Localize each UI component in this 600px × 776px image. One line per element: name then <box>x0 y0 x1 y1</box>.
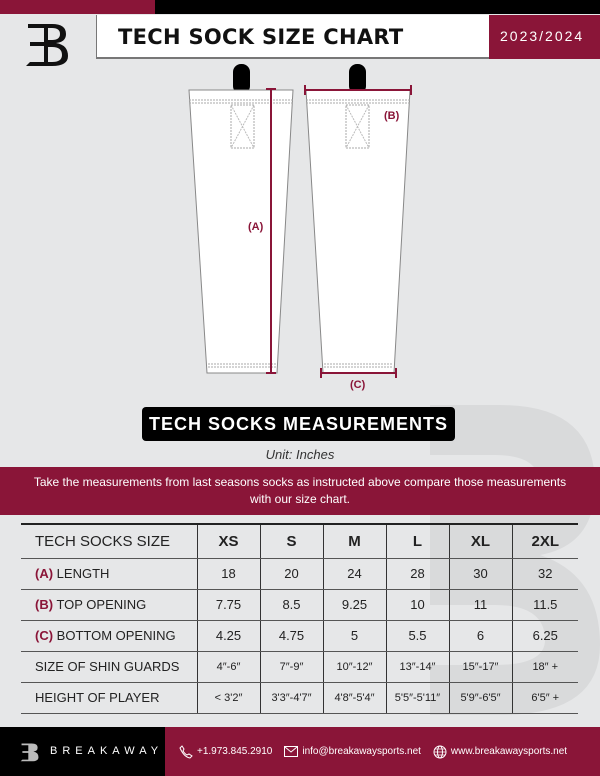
label-c: (C) <box>350 379 366 391</box>
value-cell: 3'3″-4'7″ <box>259 682 323 714</box>
header-cell: M <box>322 523 386 559</box>
value-cell: 4.75 <box>259 620 323 652</box>
value-cell: 24 <box>322 558 386 590</box>
value-cell: 4″-6″ <box>196 651 260 683</box>
measure-tag: (A) <box>35 566 54 581</box>
footer-phone[interactable]: +1.973.845.2910 <box>197 746 273 757</box>
header-cell: 2XL <box>511 523 578 559</box>
value-cell: 4.25 <box>196 620 260 652</box>
table-row: (B) TOP OPENING 7.75 8.5 9.25 10 11 11.5 <box>21 589 578 621</box>
label-a: (A) <box>248 221 264 233</box>
season-label: 2023/2024 <box>489 15 600 59</box>
row-label: BOTTOM OPENING <box>56 628 176 643</box>
row-label: SIZE OF SHIN GUARDS <box>35 659 180 674</box>
footer-email[interactable]: info@breakawaysports.net <box>302 746 421 757</box>
instructions-text: Take the measurements from last seasons … <box>0 467 600 515</box>
header-cell: TECH SOCKS SIZE <box>21 523 197 559</box>
value-cell: 4'8″-5'4″ <box>322 682 386 714</box>
sock-front: (A) <box>188 64 294 374</box>
row-label-cell: (A) LENGTH <box>21 558 197 590</box>
value-cell: 30 <box>448 558 512 590</box>
value-cell: 10 <box>385 589 449 621</box>
breakaway-logo <box>26 24 68 66</box>
page-title: TECH SOCK SIZE CHART <box>96 15 489 59</box>
table-header-row: TECH SOCKS SIZE XS S M L XL 2XL <box>21 523 578 559</box>
footer-brand-area: BREAKAWAY <box>0 727 165 776</box>
row-label-cell: (B) TOP OPENING <box>21 589 197 621</box>
sock-diagram: (A) (B) (C) <box>188 64 412 391</box>
unit-label: Unit: Inches <box>265 447 335 462</box>
top-accent-bar <box>0 0 155 14</box>
value-cell: 9.25 <box>322 589 386 621</box>
row-label-cell: SIZE OF SHIN GUARDS <box>21 651 197 683</box>
value-cell: 5.5 <box>385 620 449 652</box>
row-label-cell: HEIGHT OF PLAYER <box>21 682 197 714</box>
email-icon <box>284 746 299 757</box>
row-label-cell: (C) BOTTOM OPENING <box>21 620 197 652</box>
value-cell: 28 <box>385 558 449 590</box>
header-cell: XS <box>196 523 260 559</box>
value-cell: 6.25 <box>511 620 578 652</box>
footer-contact: +1.973.845.2910 info@breakawaysports.net… <box>165 727 600 776</box>
value-cell: 6'5″ + <box>511 682 578 714</box>
sock-back: (B) (C) <box>304 64 412 391</box>
footer-website[interactable]: www.breakawaysports.net <box>450 746 568 757</box>
table-row: (A) LENGTH 18 20 24 28 30 32 <box>21 558 578 590</box>
value-cell: 5'9″-6'5″ <box>448 682 512 714</box>
row-label: TOP OPENING <box>56 597 147 612</box>
size-table: TECH SOCKS SIZE XS S M L XL 2XL (A) LENG… <box>21 523 578 714</box>
phone-icon <box>179 744 193 759</box>
value-cell: 15″-17″ <box>448 651 512 683</box>
globe-icon <box>433 745 447 758</box>
row-label: LENGTH <box>56 566 110 581</box>
top-dark-bar <box>155 0 600 14</box>
value-cell: 7.75 <box>196 589 260 621</box>
value-cell: < 3'2″ <box>196 682 260 714</box>
value-cell: 11.5 <box>511 589 578 621</box>
measurements-banner: TECH SOCKS MEASUREMENTS <box>142 407 455 441</box>
value-cell: 18″ + <box>511 651 578 683</box>
table-row: HEIGHT OF PLAYER < 3'2″ 3'3″-4'7″ 4'8″-5'4″… <box>21 682 578 714</box>
footer-brand: BREAKAWAY <box>50 745 164 757</box>
value-cell: 10″-12″ <box>322 651 386 683</box>
header-cell: XL <box>448 523 512 559</box>
value-cell: 18 <box>196 558 260 590</box>
table-row: SIZE OF SHIN GUARDS 4″-6″ 7″-9″ 10″-12″ 13″-… <box>21 651 578 683</box>
header-cell: S <box>259 523 323 559</box>
value-cell: 5'5″-5'11″ <box>385 682 449 714</box>
value-cell: 6 <box>448 620 512 652</box>
measure-tag: (C) <box>35 628 54 643</box>
table-row: (C) BOTTOM OPENING 4.25 4.75 5 5.5 6 6.25 <box>21 620 578 652</box>
label-b: (B) <box>384 110 400 122</box>
row-label: HEIGHT OF PLAYER <box>35 690 160 705</box>
value-cell: 20 <box>259 558 323 590</box>
value-cell: 5 <box>322 620 386 652</box>
value-cell: 8.5 <box>259 589 323 621</box>
value-cell: 7″-9″ <box>259 651 323 683</box>
header-cell: L <box>385 523 449 559</box>
value-cell: 32 <box>511 558 578 590</box>
measure-tag: (B) <box>35 597 54 612</box>
breakaway-small-logo <box>20 743 39 762</box>
value-cell: 11 <box>448 589 512 621</box>
value-cell: 13″-14″ <box>385 651 449 683</box>
